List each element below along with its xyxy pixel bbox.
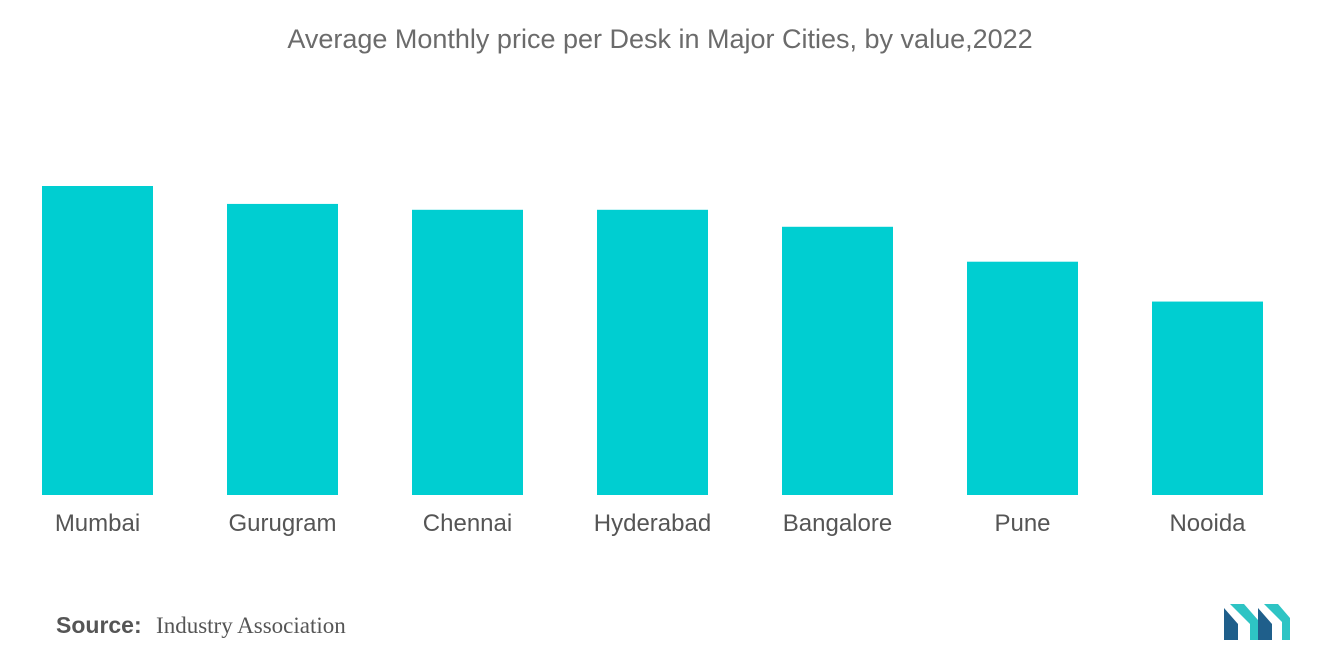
source-text: Industry Association	[156, 613, 346, 638]
x-tick-label-bangalore: Bangalore	[783, 510, 892, 537]
x-tick-label-gurugram: Gurugram	[228, 510, 336, 537]
bar-mumbai	[42, 186, 153, 495]
mordor-intelligence-logo-icon	[1224, 604, 1290, 640]
source-note: Source: Industry Association	[56, 612, 346, 639]
x-tick-label-mumbai: Mumbai	[55, 510, 140, 537]
bars-group	[42, 186, 1263, 495]
chart-title: Average Monthly price per Desk in Major …	[287, 24, 1033, 54]
source-label: Source:	[56, 612, 142, 638]
bar-hyderabad	[597, 209, 708, 495]
bar-nooida	[1152, 301, 1263, 495]
category-labels-group: Mumbai Gurugram Chennai Hyderabad Bangalore P…	[55, 510, 1246, 537]
bar-gurugram	[227, 203, 338, 495]
bar-chennai	[412, 209, 523, 495]
x-tick-label-nooida: Nooida	[1169, 510, 1246, 537]
x-tick-label-chennai: Chennai	[423, 510, 512, 537]
bar-pune	[967, 261, 1078, 495]
bar-bangalore	[782, 226, 893, 495]
x-tick-label-hyderabad: Hyderabad	[594, 510, 711, 537]
x-tick-label-pune: Pune	[994, 510, 1050, 537]
